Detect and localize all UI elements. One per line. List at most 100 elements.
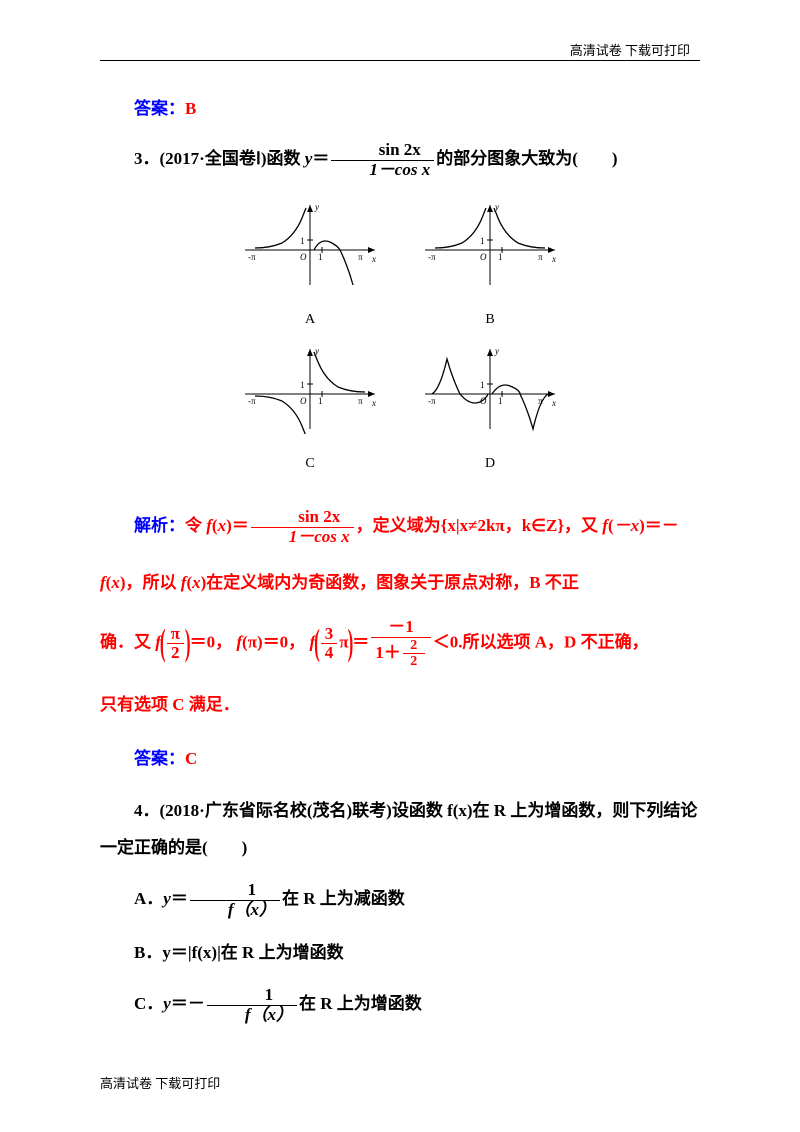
lparen-1: (	[160, 597, 166, 691]
svg-text:1: 1	[318, 396, 323, 406]
svg-text:π: π	[538, 252, 543, 262]
graph-d: x y O 1 1 π -π D	[420, 344, 560, 480]
sol-line4: 只有选项 C 满足．	[100, 695, 240, 714]
footer-text: 高清试卷 下载可打印	[100, 1073, 220, 1092]
frac-pi2: π2	[167, 625, 184, 663]
sol-t4: 在定义域内为奇函数，图象关于原点对称，B 不正	[206, 573, 579, 592]
q4a-num: 1	[190, 881, 280, 901]
q3-suffix: 的部分图象大致为( )	[436, 149, 617, 168]
svg-text:O: O	[300, 252, 307, 262]
label-d: D	[420, 449, 560, 480]
pi2-num: π	[167, 625, 184, 645]
q4c-num: 1	[207, 986, 297, 1006]
graph-b: x y O 1 1 π -π B	[420, 200, 560, 336]
header-rule	[100, 60, 700, 61]
q4a-frac: 1f（x）	[190, 881, 280, 919]
frac-34: 34	[321, 625, 338, 663]
svg-text:π: π	[358, 396, 363, 406]
frac-big: －11＋ 2 2	[371, 618, 431, 669]
sol-frac1-den: 1－cos x	[251, 528, 354, 547]
svg-text:O: O	[300, 396, 307, 406]
q4a-den: f（x）	[190, 901, 280, 920]
option-b: B．y＝|f(x)|在 R 上为增函数	[100, 934, 700, 971]
svg-text:1: 1	[480, 380, 485, 390]
svg-text:1: 1	[300, 380, 305, 390]
sol-eqneg: ＝－	[645, 516, 679, 535]
pi2-den: 2	[167, 644, 184, 663]
label-b: B	[420, 305, 560, 336]
svg-text:x: x	[371, 398, 376, 408]
big-num: －1	[371, 618, 431, 638]
f34-num: 3	[321, 625, 338, 645]
label-a: A	[240, 305, 380, 336]
sol-lt0: ＜0.所以选项 A，D 不正确，	[433, 633, 649, 652]
answer-label: 答案：	[134, 99, 185, 118]
q4a-y: y	[163, 889, 171, 908]
q3-fraction: sin 2x1－cos x	[331, 141, 434, 179]
bigden-a: 1＋	[375, 643, 401, 662]
graph-c-svg: x y O 1 1 π -π	[240, 344, 380, 434]
sol-frac1: sin 2x1－cos x	[251, 508, 354, 546]
svg-text:O: O	[480, 252, 487, 262]
q3-num: sin 2x	[331, 141, 434, 161]
q3-eq: ＝	[312, 149, 329, 168]
graph-a: x y O 1 1 π -π A	[240, 200, 380, 336]
sol-f6: f	[236, 633, 242, 652]
sol-t1: 令	[185, 516, 202, 535]
ans3-val: C	[185, 749, 197, 768]
sol-t3: ，所以	[126, 573, 177, 592]
graph-row-2: x y O 1 1 π -π C	[100, 344, 700, 480]
svg-text:-π: -π	[428, 396, 436, 406]
svg-text:x: x	[371, 254, 376, 264]
q4c-den: f（x）	[207, 1006, 297, 1025]
q4c-pre: C．	[134, 994, 163, 1013]
graph-c: x y O 1 1 π -π C	[240, 344, 380, 480]
svg-text:1: 1	[318, 252, 323, 262]
sol-eq0b: ＝0，	[263, 633, 306, 652]
answer-3: 答案：C	[100, 740, 700, 777]
f34-den: 4	[321, 644, 338, 663]
sol-f4: f	[181, 573, 187, 592]
q4c-suf: 在 R 上为增函数	[299, 994, 422, 1013]
graph-b-svg: x y O 1 1 π -π	[420, 200, 560, 290]
ans3-label: 答案：	[134, 749, 185, 768]
graph-d-svg: x y O 1 1 π -π	[420, 344, 560, 434]
solution-3: 解析：令 f(x)＝sin 2x1－cos x，定义域为{x|x≠2kπ，k∈Z…	[100, 505, 700, 726]
sol-f1: f	[206, 516, 212, 535]
svg-text:x: x	[551, 398, 556, 408]
question-4: 4．(2018·广东省际名校(茂名)联考)设函数 f(x)在 R 上为增函数，则…	[100, 792, 700, 867]
lparen-2: (	[314, 597, 320, 691]
sol-x4: x	[192, 573, 201, 592]
sol-x3: x	[111, 573, 120, 592]
svg-text:1: 1	[480, 236, 485, 246]
root2-val: 2	[410, 638, 417, 653]
q4c-y: y	[163, 994, 171, 1013]
svg-text:-π: -π	[248, 252, 256, 262]
option-c: C．y＝－1f（x）在 R 上为增函数	[100, 985, 700, 1024]
q4a-eq: ＝	[171, 889, 188, 908]
svg-text:1: 1	[300, 236, 305, 246]
q4c-eq: ＝－	[171, 994, 205, 1013]
answer-2: 答案：B	[100, 90, 700, 127]
sol-frac1-num: sin 2x	[251, 508, 354, 528]
sol-mx: －x	[614, 516, 640, 535]
sol-eq3: ＝	[352, 633, 369, 652]
q4c-frac: 1f（x）	[207, 986, 297, 1024]
svg-text:x: x	[551, 254, 556, 264]
page-content: 答案：B 3．(2017·全国卷Ⅰ)函数 y＝sin 2x1－cos x的部分图…	[100, 90, 700, 1024]
graph-row-1: x y O 1 1 π -π A	[100, 200, 700, 336]
header-text: 高清试卷 下载可打印	[570, 40, 690, 59]
q3-den: 1－cos x	[331, 161, 434, 180]
sol-f2: f	[602, 516, 608, 535]
sol-t2: ，定义域为{x|x≠2kπ，k∈Z}，又	[356, 516, 598, 535]
q4b-text: B．y＝|f(x)|在 R 上为增函数	[134, 943, 344, 962]
sol-piarg: π	[248, 633, 257, 652]
svg-text:1: 1	[498, 252, 503, 262]
sol-label: 解析：	[134, 516, 185, 535]
sol-eq1: ＝	[232, 516, 249, 535]
rparen-2: )	[348, 597, 354, 691]
svg-text:1: 1	[498, 396, 503, 406]
rparen-1: )	[185, 597, 191, 691]
question-3: 3．(2017·全国卷Ⅰ)函数 y＝sin 2x1－cos x的部分图象大致为(…	[100, 141, 700, 179]
svg-text:-π: -π	[248, 396, 256, 406]
